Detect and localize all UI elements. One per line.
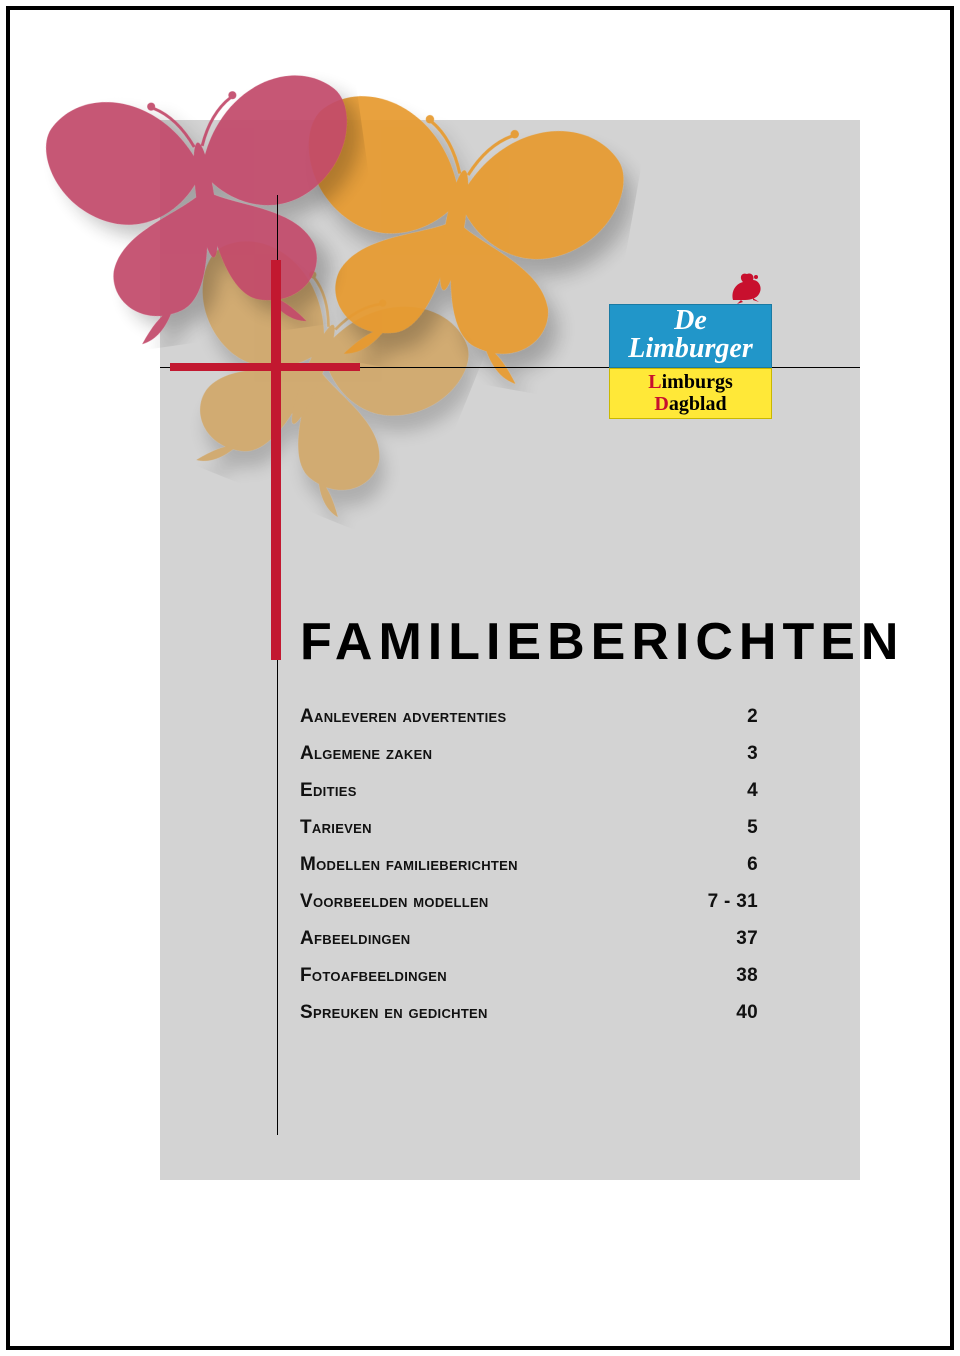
toc-row: Afbeeldingen 37 — [300, 920, 758, 957]
toc-page: 3 — [747, 743, 758, 765]
toc-page: 4 — [747, 780, 758, 802]
toc-row: Spreuken en gedichten 40 — [300, 994, 758, 1031]
page-title: FAMILIEBERICHTEN — [300, 612, 904, 672]
cross-horizontal — [170, 363, 360, 371]
toc-row: Voorbeelden modellen 7 - 31 — [300, 883, 758, 920]
toc-label: Spreuken en gedichten — [300, 1002, 488, 1024]
toc-page: 2 — [747, 706, 758, 728]
logo-dagblad-d: D — [654, 393, 668, 415]
logo-de-limburger: De Limburger — [609, 304, 772, 368]
toc-page: 37 — [736, 928, 758, 950]
logo-dagblad-mid2: agblad — [669, 393, 727, 415]
toc-page: 5 — [747, 817, 758, 839]
logo-dagblad-l: L — [648, 371, 661, 393]
toc-label: Tarieven — [300, 817, 372, 839]
crest-icon — [727, 270, 765, 309]
toc-row: Tarieven 5 — [300, 809, 758, 846]
toc-label: Afbeeldingen — [300, 928, 411, 950]
logo-limburger-prefix: De — [674, 305, 707, 336]
publisher-logos: De Limburger Limburgs Dagblad — [609, 304, 772, 419]
toc-row: Modellen familieberichten 6 — [300, 846, 758, 883]
toc-page: 40 — [736, 1002, 758, 1024]
toc-row: Fotoafbeeldingen 38 — [300, 957, 758, 994]
toc-row: Aanleveren advertenties 2 — [300, 698, 758, 735]
table-of-contents: Aanleveren advertenties 2 Algemene zaken 3 E… — [300, 698, 758, 1031]
cross-vertical — [271, 260, 281, 660]
toc-label: Fotoafbeeldingen — [300, 965, 447, 987]
toc-row: Algemene zaken 3 — [300, 735, 758, 772]
toc-label: Aanleveren advertenties — [300, 706, 506, 728]
toc-label: Algemene zaken — [300, 743, 432, 765]
toc-row: Edities 4 — [300, 772, 758, 809]
toc-page: 38 — [736, 965, 758, 987]
toc-label: Voorbeelden modellen — [300, 891, 489, 913]
toc-label: Modellen familieberichten — [300, 854, 518, 876]
toc-label: Edities — [300, 780, 357, 802]
logo-limburgs-dagblad: Limburgs Dagblad — [609, 368, 772, 419]
toc-page: 6 — [747, 854, 758, 876]
toc-page: 7 - 31 — [708, 891, 758, 913]
logo-limburger-main: Limburger — [628, 333, 752, 364]
logo-dagblad-mid1: imburgs — [662, 371, 733, 393]
